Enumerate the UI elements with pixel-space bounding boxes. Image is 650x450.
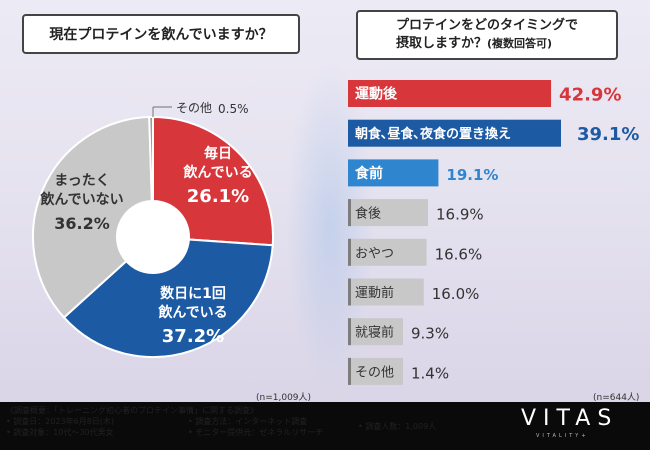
bar-label-0: 運動後 — [355, 86, 398, 103]
footer-target: • 調査対象：10代〜30代男女 — [6, 428, 114, 437]
bar-4 — [348, 238, 427, 266]
right-chart-title-sub: (複数回答可) — [487, 37, 553, 50]
left-chart-title: 現在プロテインを飲んでいますか？ — [22, 14, 300, 54]
bar-sample-size: (n=644人) — [593, 393, 640, 403]
vitas-logo: VITAS — [521, 406, 619, 431]
bar-0 — [348, 80, 552, 107]
donut-hole — [117, 201, 189, 273]
bar-value-6: 9.3% — [411, 325, 449, 343]
donut-label-1: 数日に1回 — [160, 285, 226, 302]
donut-label-3: その他 — [176, 101, 212, 115]
bar-6 — [348, 318, 403, 346]
bar-label-7: その他 — [355, 365, 394, 380]
bar-7 — [348, 357, 403, 385]
vitas-logo-subtitle: VITALITY+ — [536, 433, 589, 439]
bar-value-7: 1.4% — [411, 364, 449, 382]
footer-count: • 調査人数：1,009人 — [358, 422, 437, 431]
footer — [0, 402, 650, 450]
right-chart-title-line1: プロテインをどのタイミングで — [396, 18, 579, 33]
bar-value-2: 19.1% — [446, 166, 498, 184]
donut-value-2: 36.2% — [54, 214, 110, 233]
donut-label-1: 飲んでいる — [157, 304, 227, 321]
donut-sample-size: (n=1,009人) — [256, 393, 312, 403]
donut-label-2: まったく — [54, 173, 109, 189]
bar-edge-3 — [348, 199, 351, 227]
bar-2 — [348, 159, 439, 187]
bar-value-1: 39.1% — [577, 124, 639, 145]
bar-chart: 運動後 42.9% 朝食､昼食､夜食の置き換え 39.1% 食前 19.1% 食後 16.9%… — [348, 80, 639, 385]
footer-overview: 《調査概要：「トレーニング初心者のプロテイン事情」に関する調査》 — [6, 406, 258, 415]
donut-label-0: 飲んでいる — [182, 164, 252, 181]
bar-value-5: 16.0% — [432, 285, 480, 303]
bar-1 — [348, 119, 561, 147]
bar-3 — [348, 199, 428, 227]
bar-edge-7 — [348, 357, 351, 385]
bar-value-0: 42.9% — [559, 85, 621, 106]
bar-label-2: 食前 — [355, 165, 383, 182]
donut-value-1: 37.2% — [162, 326, 224, 347]
bar-edge-6 — [348, 318, 351, 346]
right-chart-title-line2: 摂取しますか？ — [396, 36, 488, 51]
bar-value-3: 16.9% — [436, 206, 484, 224]
donut-value-3: 0.5% — [218, 102, 249, 116]
bar-label-4: おやつ — [355, 246, 394, 261]
footer-provider: • モニター提供元：ゼネラルリサーチ — [188, 428, 324, 437]
donut-chart: 毎日飲んでいる26.1%数日に1回飲んでいる37.2%まったく飲んでいない36.… — [32, 101, 274, 358]
donut-value-0: 26.1% — [187, 186, 249, 207]
left-chart-title-text: 現在プロテインを飲んでいますか？ — [49, 27, 273, 43]
bar-label-5: 運動前 — [355, 285, 394, 301]
right-chart-title: プロテインをどのタイミングで 摂取しますか？(複数回答可) — [356, 10, 618, 60]
donut-slice-1 — [62, 238, 274, 358]
bar-edge-5 — [348, 278, 351, 306]
bar-value-4: 16.6% — [435, 245, 483, 263]
footer-date: • 調査日：2023年6月8日(木) — [6, 417, 115, 426]
bar-label-3: 食後 — [355, 206, 381, 222]
bar-edge-4 — [348, 238, 351, 266]
bar-label-6: 就寝前 — [355, 325, 394, 341]
donut-label-2: 飲んでいない — [39, 191, 123, 208]
bar-label-1: 朝食､昼食､夜食の置き換え — [355, 126, 511, 142]
bar-5 — [348, 278, 424, 306]
footer-method: • 調査方法：インターネット調査 — [188, 417, 308, 426]
donut-label-0: 毎日 — [204, 145, 232, 162]
